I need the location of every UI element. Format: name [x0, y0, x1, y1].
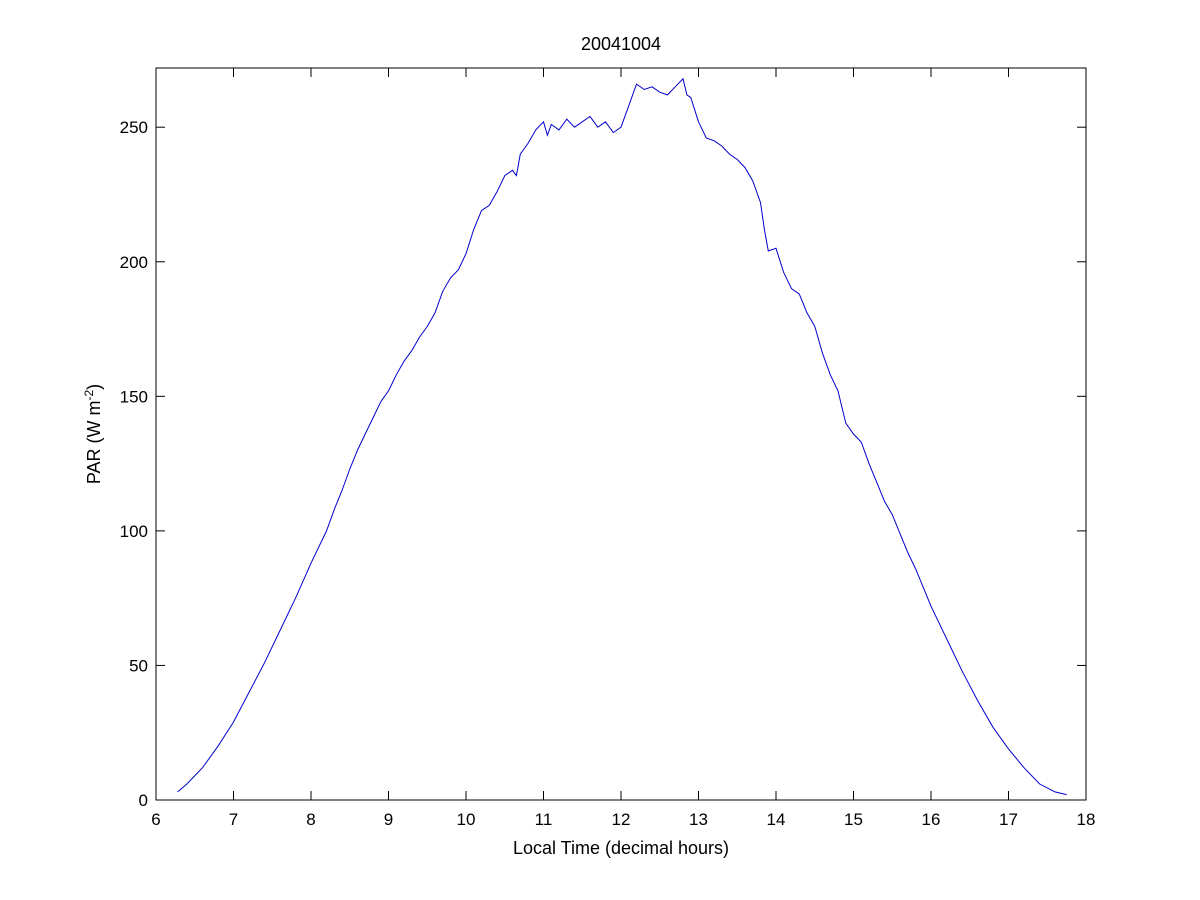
x-tick-label: 14	[767, 810, 786, 829]
x-tick-label: 6	[151, 810, 160, 829]
y-tick-label: 100	[120, 522, 148, 541]
y-tick-label: 50	[129, 656, 148, 675]
par-series-line	[177, 77, 1067, 796]
y-tick-label: 200	[120, 253, 148, 272]
y-axis-title-main: PAR (W m	[84, 401, 104, 485]
x-tick-label: 10	[457, 810, 476, 829]
y-tick-label: 250	[120, 118, 148, 137]
x-tick-label: 17	[999, 810, 1018, 829]
x-tick-label: 16	[922, 810, 941, 829]
plot-area	[155, 67, 1087, 801]
x-axis: 6 7 8 9 10 11 12 13 14 15 16 17 18	[151, 68, 1095, 829]
y-axis-title-superscript: -2	[82, 390, 96, 401]
x-tick-label: 9	[384, 810, 393, 829]
x-tick-label: 7	[229, 810, 238, 829]
y-axis-title-suffix: )	[84, 384, 104, 390]
y-axis-title: PAR (W m-2)	[82, 384, 104, 484]
x-tick-label: 18	[1077, 810, 1096, 829]
x-tick-label: 15	[844, 810, 863, 829]
x-tick-label: 8	[306, 810, 315, 829]
x-tick-label: 13	[689, 810, 708, 829]
x-axis-title: Local Time (decimal hours)	[513, 838, 729, 858]
y-tick-label: 150	[120, 387, 148, 406]
x-tick-label: 12	[612, 810, 631, 829]
y-axis: 0 50 100 150 200 250	[120, 118, 1086, 810]
y-tick-label: 0	[139, 791, 148, 810]
chart-title: 20041004	[581, 34, 661, 54]
x-tick-label: 11	[535, 810, 553, 829]
